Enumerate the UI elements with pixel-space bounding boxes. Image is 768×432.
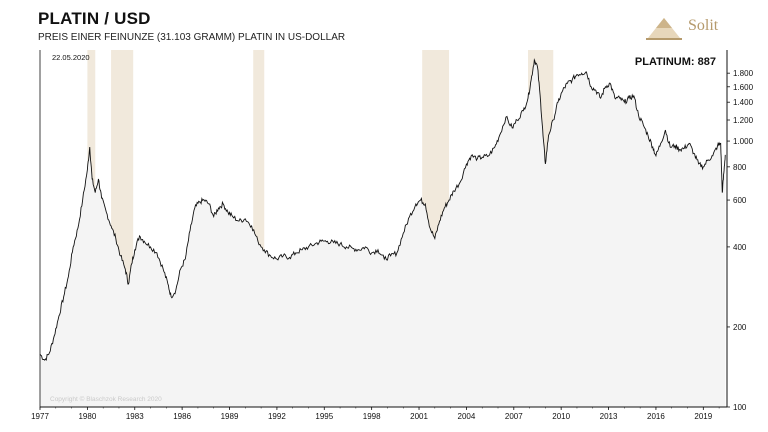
x-tick-label: 1983 (126, 412, 144, 421)
y-tick-label: 100 (733, 403, 747, 412)
y-tick-label: 1.400 (733, 98, 754, 107)
x-tick-label: 1989 (221, 412, 239, 421)
chart-subtitle: PREIS EINER FEINUNZE (31.103 GRAMM) PLAT… (38, 32, 346, 43)
brand-name: Solit (688, 17, 719, 34)
x-ticks: 1977 1980 1983 1986 1989 1992 1995 1998 2001 2004… (31, 407, 720, 421)
chart-title: PLATIN / USD (38, 9, 151, 28)
x-tick-label: 2001 (410, 412, 428, 421)
y-tick-label: 200 (733, 323, 747, 332)
price-line (39, 58, 726, 361)
x-tick-label: 2010 (552, 412, 570, 421)
copyright-text: Copyright © Blaschzok Research 2020 (50, 395, 162, 403)
x-tick-label: 2004 (458, 412, 476, 421)
x-tick-label: 1986 (173, 412, 191, 421)
x-tick-label: 1980 (78, 412, 96, 421)
y-tick-label: 1.600 (733, 83, 754, 92)
x-tick-label: 2019 (694, 412, 712, 421)
x-tick-label: 1977 (31, 412, 49, 421)
x-tick-label: 2013 (600, 412, 618, 421)
shaded-period-3 (253, 50, 265, 407)
date-label: 22.05.2020 (52, 53, 90, 62)
y-tick-label: 400 (733, 243, 747, 252)
x-tick-label: 2016 (647, 412, 665, 421)
y-ticks: 100 200 400 600 800 1.000 1.200 1.400 1.600 1.800 (727, 69, 754, 412)
y-tick-label: 1.800 (733, 69, 754, 78)
price-area (40, 59, 726, 408)
x-tick-label: 1998 (363, 412, 381, 421)
x-tick-label: 1995 (315, 412, 333, 421)
x-tick-label: 1992 (268, 412, 286, 421)
y-tick-label: 1.200 (733, 116, 754, 125)
x-tick-label: 2007 (505, 412, 523, 421)
platinum-value-label: PLATINUM: 887 (635, 56, 716, 68)
solit-logo-icon (646, 18, 682, 40)
y-tick-label: 800 (733, 163, 747, 172)
y-tick-label: 600 (733, 196, 747, 205)
y-tick-label: 1.000 (733, 137, 754, 146)
